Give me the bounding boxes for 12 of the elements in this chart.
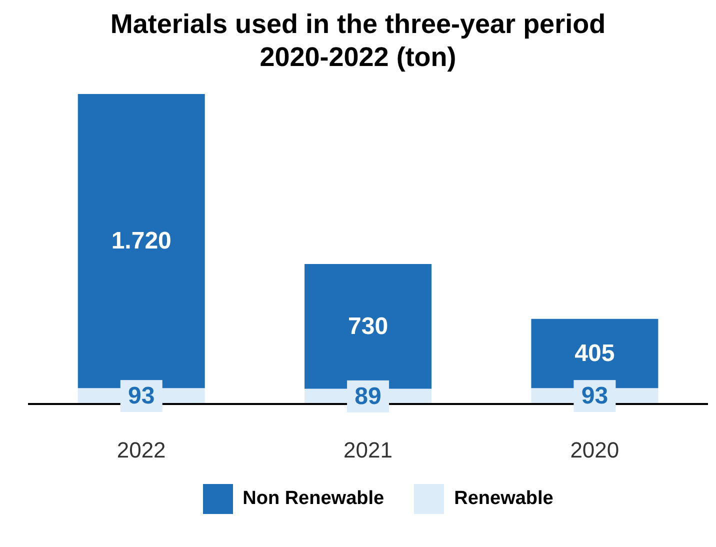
x-tick-label: 2021 (344, 438, 392, 463)
legend-label: Non Renewable (242, 488, 384, 510)
data-label: 405 (574, 340, 615, 367)
data-label: 1.720 (111, 228, 172, 255)
legend-label: Renewable (454, 488, 554, 510)
chart-title: Materials used in the three-year period 2020-2022 (ton) (109, 8, 607, 74)
data-label: 93 (581, 382, 608, 410)
x-tick-label: 2022 (116, 438, 166, 463)
data-label: 89 (354, 382, 382, 410)
data-label: 93 (128, 382, 155, 410)
x-tick-label: 2020 (570, 438, 620, 463)
data-label: 730 (348, 312, 388, 340)
